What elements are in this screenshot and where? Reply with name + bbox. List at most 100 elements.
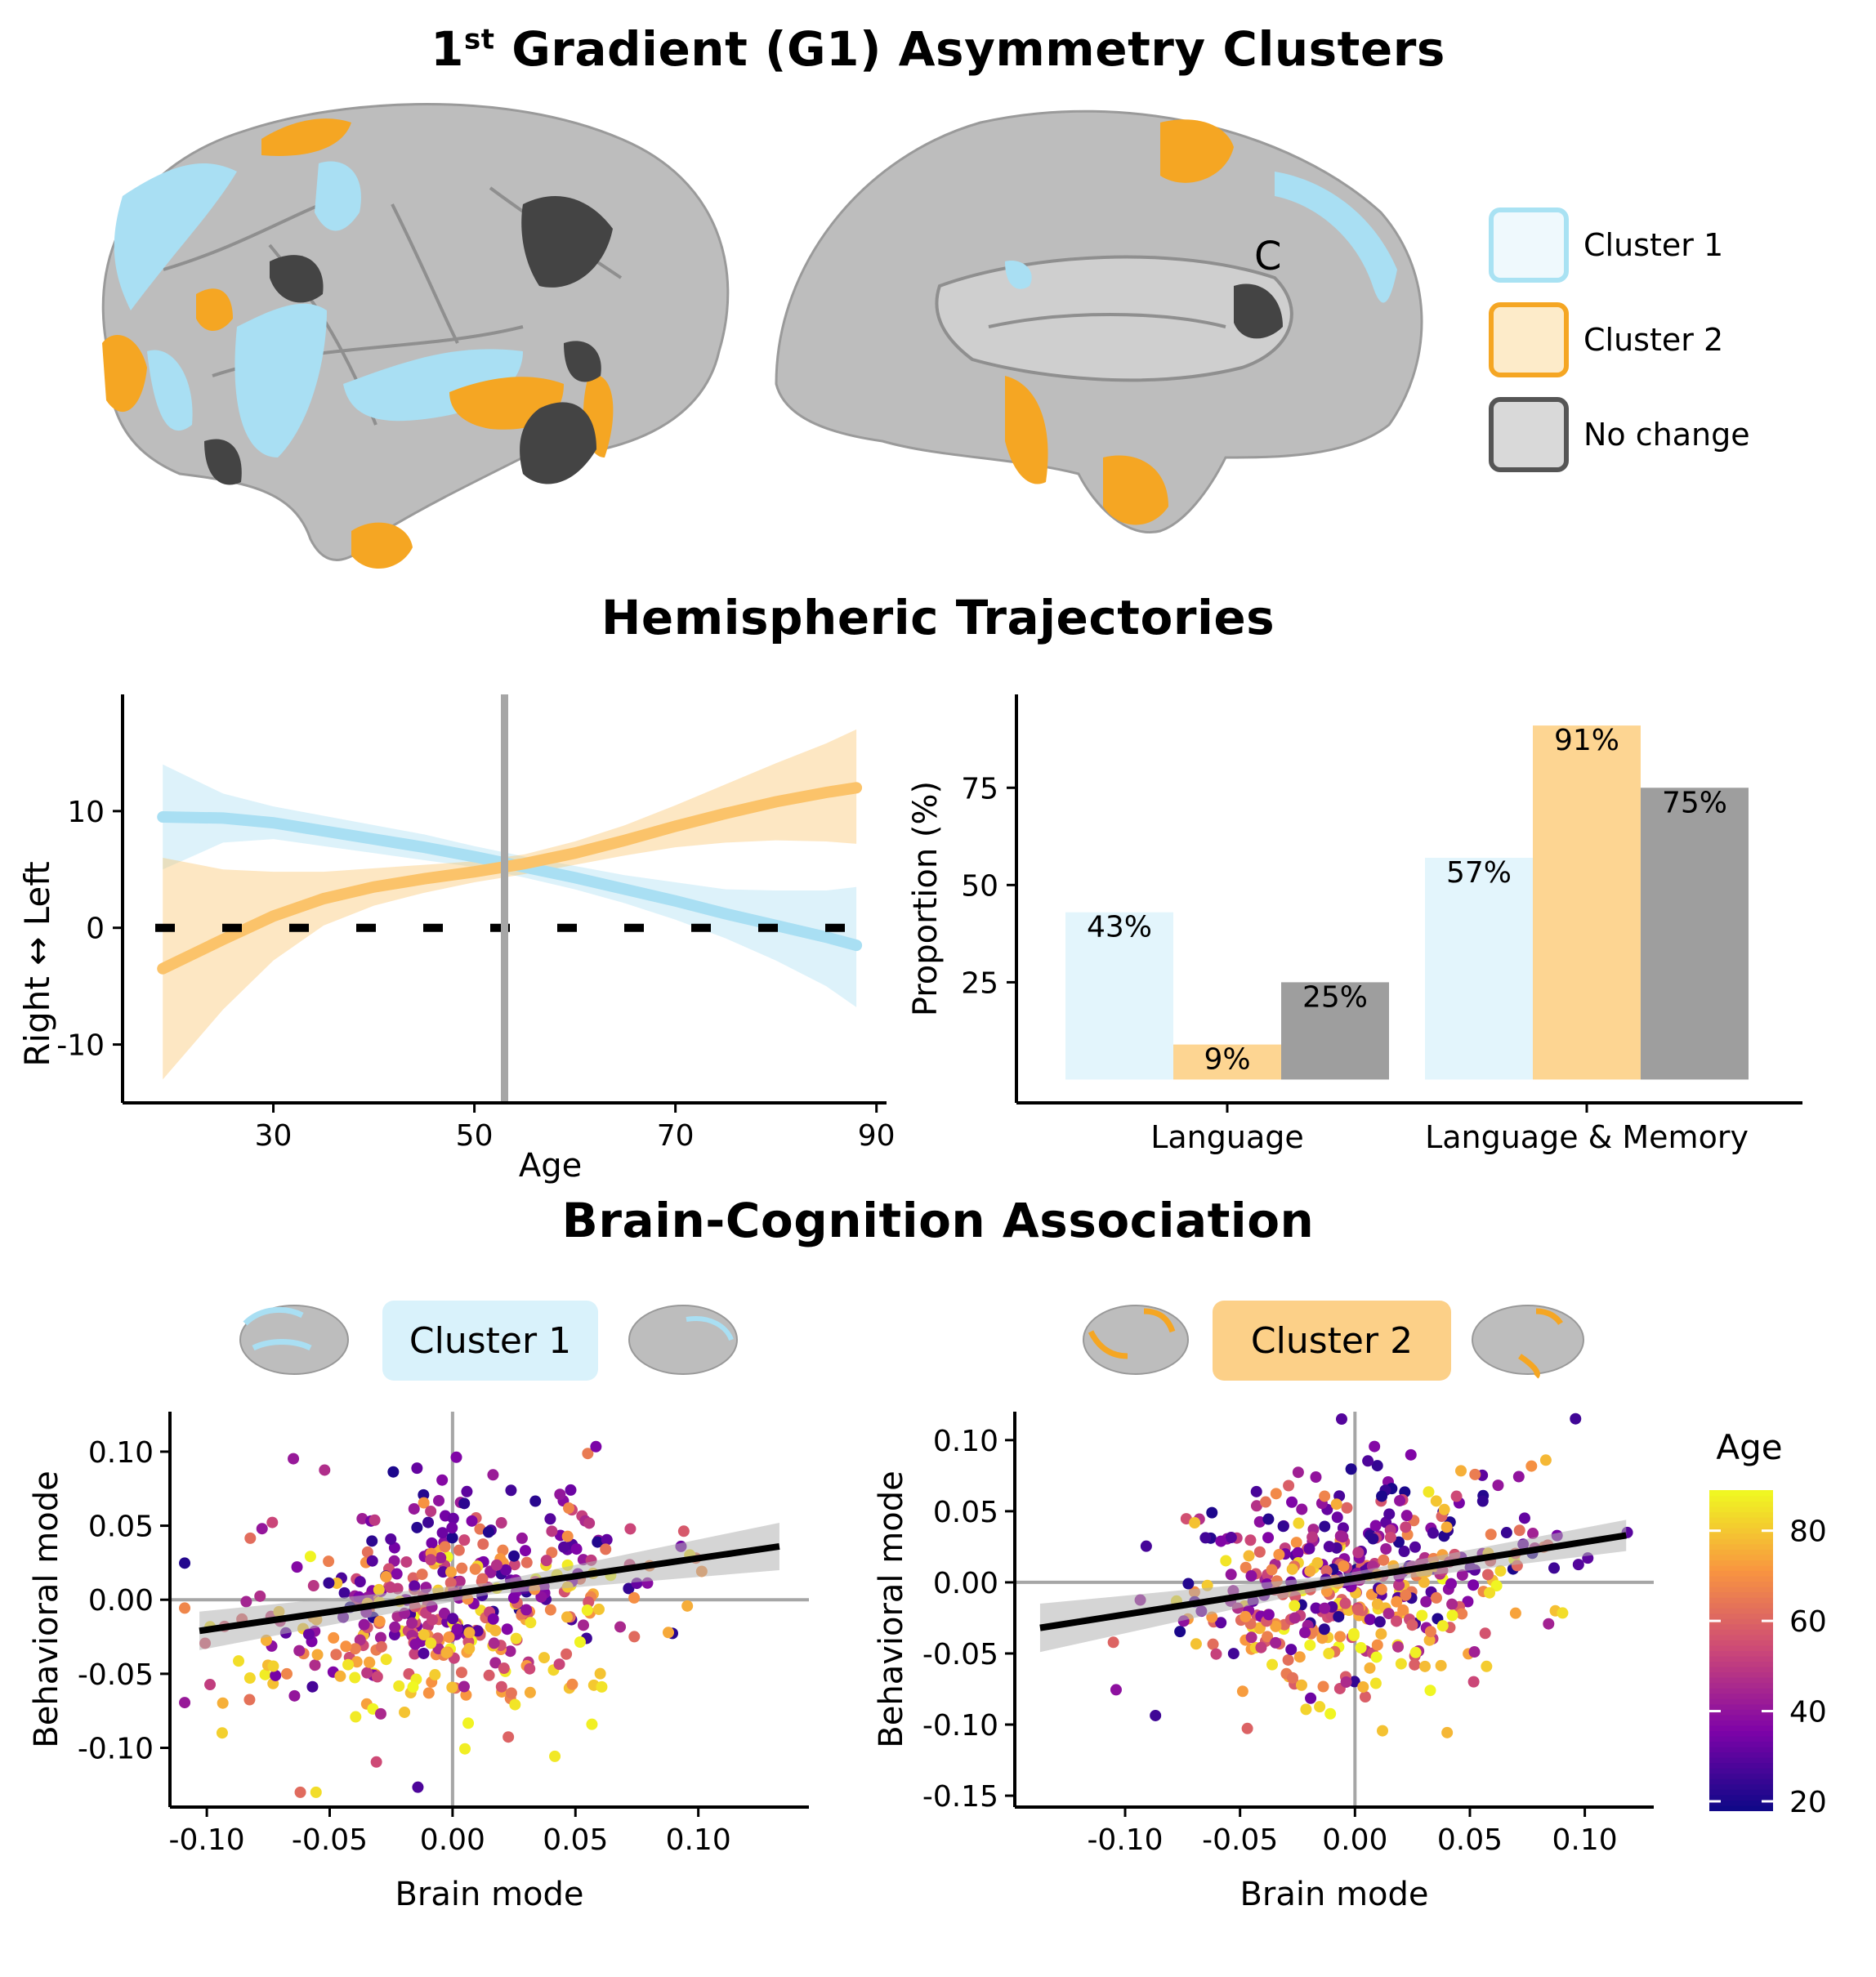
scatter-point: [624, 1523, 636, 1535]
scatter-point: [1359, 1691, 1371, 1703]
scatter-point: [1293, 1651, 1306, 1663]
scatter-point: [354, 1634, 366, 1646]
scatter-point: [1352, 1604, 1365, 1616]
scatter-point: [1377, 1725, 1389, 1737]
scatter-point: [437, 1566, 449, 1578]
scatter-point: [366, 1555, 378, 1567]
scatter-point: [1270, 1636, 1282, 1649]
title-superscript: st: [464, 23, 495, 56]
scatter-point: [351, 1656, 363, 1668]
scatter-point: [1397, 1604, 1409, 1616]
scatter-point: [370, 1756, 382, 1768]
scatter-point: [1446, 1609, 1458, 1622]
colorbar-segment: [1709, 1650, 1773, 1657]
scatter-point: [1260, 1496, 1272, 1508]
colorbar-segment: [1709, 1703, 1773, 1710]
x-tick-label: 70: [657, 1119, 695, 1153]
scatter-point: [1262, 1532, 1275, 1544]
scatter-point: [1352, 1546, 1365, 1559]
scatter-point: [455, 1667, 467, 1679]
scatter-point: [1330, 1498, 1342, 1511]
colorbar-segment: [1709, 1516, 1773, 1524]
x-tick-label: 0.05: [1437, 1823, 1503, 1857]
scatter-point: [614, 1621, 627, 1633]
scatter-point: [1479, 1627, 1491, 1640]
scatter-point: [525, 1617, 537, 1629]
scatter-point: [429, 1669, 441, 1681]
scatter-point: [439, 1541, 451, 1553]
cluster2-badge: Cluster 2: [1213, 1301, 1451, 1381]
scatter-point: [628, 1631, 641, 1643]
colorbar-segment: [1709, 1762, 1773, 1769]
scatter-point: [1225, 1532, 1237, 1544]
legend-swatch-nochange: [1489, 397, 1569, 472]
regression-line: [1039, 1532, 1627, 1631]
scatter-point: [592, 1603, 605, 1615]
scatter-point: [1236, 1685, 1248, 1698]
scatter-point: [538, 1652, 550, 1664]
colorbar-segment: [1709, 1773, 1773, 1779]
colorbar-tick-label: 60: [1789, 1605, 1827, 1639]
scatter-point: [1446, 1598, 1458, 1610]
scatter-point: [444, 1577, 457, 1589]
scatter-point: [418, 1629, 430, 1641]
colorbar-segment: [1709, 1575, 1773, 1582]
scatter-point: [508, 1550, 520, 1562]
scatter-point: [1253, 1546, 1266, 1558]
scatter-point: [482, 1526, 494, 1538]
scatter-point: [1539, 1454, 1552, 1466]
scatter-point: [1484, 1587, 1496, 1599]
scatter-point: [566, 1678, 578, 1690]
scatter-point: [1423, 1486, 1435, 1498]
scatter-point: [391, 1568, 403, 1580]
scatter-point: [267, 1660, 279, 1672]
scatter-point: [1382, 1608, 1395, 1620]
scatter-point: [1392, 1640, 1405, 1653]
scatter-point: [1445, 1578, 1458, 1590]
scatter-point: [1206, 1506, 1218, 1519]
scatter-point: [217, 1697, 229, 1709]
scatter-point: [1244, 1534, 1257, 1546]
x-axis-title: Age: [519, 1147, 582, 1185]
scatter-point: [1273, 1548, 1285, 1560]
scatter-point: [1240, 1610, 1252, 1622]
scatter-point: [1250, 1500, 1262, 1512]
scatter-point: [373, 1615, 386, 1627]
scatter-point: [1255, 1641, 1267, 1653]
scatter-point: [1438, 1530, 1450, 1542]
scatter-point: [387, 1466, 400, 1478]
scatter-point: [1450, 1490, 1463, 1502]
scatter-point: [1518, 1512, 1530, 1524]
scatter-point: [488, 1637, 500, 1649]
colorbar-segment: [1709, 1735, 1773, 1743]
scatter-point: [1220, 1555, 1232, 1567]
scatter-point: [216, 1727, 228, 1739]
scatter-point: [1375, 1628, 1387, 1640]
scatter-point: [1243, 1550, 1255, 1562]
colorbar-segment: [1709, 1756, 1773, 1764]
scatter-point: [1391, 1595, 1403, 1608]
x-axis-title: Brain mode: [395, 1876, 583, 1913]
regression-line: [199, 1543, 780, 1635]
scatter-point: [502, 1731, 515, 1743]
scatter-point: [495, 1680, 507, 1693]
x-axis-title: Brain mode: [1240, 1876, 1428, 1913]
colorbar-segment: [1709, 1548, 1773, 1555]
scatter-point: [462, 1717, 475, 1729]
scatter-point: [1383, 1508, 1396, 1520]
trajectories-title: Hemispheric Trajectories: [601, 590, 1275, 645]
scatter-point: [1286, 1496, 1298, 1508]
scatter-point: [302, 1628, 315, 1640]
bar-data-label: 25%: [1302, 980, 1368, 1014]
colorbar-segment: [1709, 1554, 1773, 1560]
scatter-point: [1424, 1626, 1436, 1638]
scatter-point: [1323, 1647, 1335, 1659]
y-tick-label: 0.10: [88, 1436, 154, 1470]
bar-data-label: 91%: [1554, 724, 1619, 757]
bar-data-label: 43%: [1087, 911, 1152, 944]
scatter-point: [179, 1557, 191, 1569]
scatter-point: [385, 1533, 397, 1546]
y-tick-label: -10: [56, 1029, 105, 1063]
